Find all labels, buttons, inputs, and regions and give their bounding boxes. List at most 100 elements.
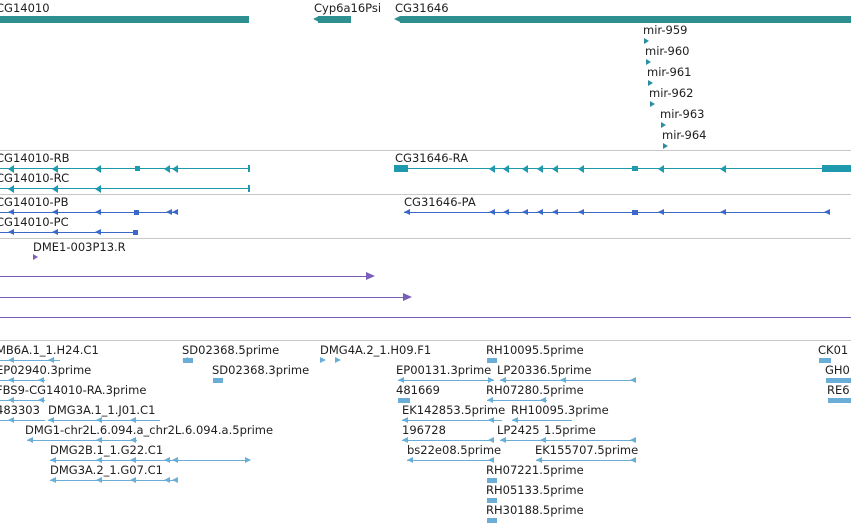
mirna-label-961[interactable]: mir-961 xyxy=(647,65,692,79)
est-block xyxy=(96,417,102,423)
est-block xyxy=(500,437,506,443)
est-block xyxy=(164,457,170,463)
transcript-label-rc[interactable]: CG14010-RC xyxy=(0,171,70,185)
est-label[interactable]: RH07221.5prime xyxy=(486,463,584,477)
protein-pb-exon xyxy=(8,209,14,215)
est-label[interactable]: EP02940.3prime xyxy=(0,363,92,377)
protein-pb-exon xyxy=(134,210,139,215)
mirna-label-960[interactable]: mir-960 xyxy=(645,44,690,58)
est-block xyxy=(172,477,178,483)
probes-track: DME1-003P13.R xyxy=(0,239,851,319)
transcript-rb-exon xyxy=(248,165,250,172)
est-label[interactable]: RH07280.5prime xyxy=(486,383,584,397)
primer-label[interactable]: DME1-003P13.R xyxy=(33,240,126,254)
est-label[interactable]: EP00131.3prime xyxy=(396,363,492,377)
est-block xyxy=(48,417,54,423)
mirna-963-marker[interactable] xyxy=(661,122,666,128)
primer-alignment-line[interactable] xyxy=(0,297,405,298)
est-block xyxy=(402,437,408,443)
mirna-964-marker[interactable] xyxy=(663,143,668,149)
protein-pb-exon xyxy=(95,209,101,215)
est-label[interactable]: RE6 xyxy=(827,383,850,397)
est-label[interactable]: 481669 xyxy=(396,383,440,397)
est-block xyxy=(630,377,636,383)
transcript-rc-exon xyxy=(52,185,58,193)
protein-label-pc[interactable]: CG14010-PC xyxy=(0,215,69,229)
est-block xyxy=(488,437,494,443)
est-label[interactable]: RH05133.5prime xyxy=(486,483,584,497)
protein-label-pb[interactable]: CG14010-PB xyxy=(0,195,69,209)
est-block xyxy=(398,377,404,383)
est-label[interactable]: RH10095.5prime xyxy=(486,343,584,357)
est-label[interactable]: DMG4A.2_1.H09.F1 xyxy=(320,343,432,357)
est-alignment xyxy=(398,380,494,381)
est-block xyxy=(540,397,546,403)
est-label[interactable]: DMG3A.2_1.G07.C1 xyxy=(50,463,163,477)
protein-label-pa[interactable]: CG31646-PA xyxy=(404,195,476,209)
primer-alignment-arrow xyxy=(403,293,412,301)
est-label[interactable]: LP20336.5prime xyxy=(497,363,592,377)
est-block xyxy=(8,397,14,403)
transcript-ra-intron xyxy=(400,168,851,169)
mirna-label-962[interactable]: mir-962 xyxy=(649,86,694,100)
est-block xyxy=(540,437,546,443)
mirna-962-marker[interactable] xyxy=(650,101,655,107)
est-block xyxy=(8,417,14,423)
est-label[interactable]: RH10095.3prime xyxy=(511,403,609,417)
est-label[interactable]: LP2425 xyxy=(497,423,540,437)
gene-cg14010[interactable] xyxy=(0,16,249,23)
est-block xyxy=(245,457,251,463)
est-alignment xyxy=(48,420,160,421)
est-label[interactable]: MB6A.1_1.H24.C1 xyxy=(0,343,99,357)
mirna-label-964[interactable]: mir-964 xyxy=(662,128,707,142)
gene-label-cg31646[interactable]: CG31646 xyxy=(395,1,449,15)
gene-label-cyp6a16psi[interactable]: Cyp6a16Psi xyxy=(314,1,382,15)
transcripts-track: CG14010-RB CG14010-RC CG31646-RA xyxy=(0,151,851,194)
est-label[interactable]: SD02368.3prime xyxy=(212,363,310,377)
est-block xyxy=(487,498,497,503)
gene-cg31646-arrow xyxy=(394,16,400,22)
transcript-label-ra[interactable]: CG31646-RA xyxy=(395,151,469,165)
mirna-961-marker[interactable] xyxy=(648,80,653,86)
protein-pb-exon xyxy=(172,209,178,215)
transcript-ra-exon xyxy=(552,165,558,173)
primer-alignment-line[interactable] xyxy=(0,317,851,318)
mirna-label-963[interactable]: mir-963 xyxy=(660,107,705,121)
est-alignment xyxy=(500,380,636,381)
est-label[interactable]: DMG2B.1_1.G22.C1 xyxy=(50,443,164,457)
est-label[interactable]: EK142853.5prime xyxy=(402,403,506,417)
mirna-960-marker[interactable] xyxy=(646,59,651,65)
mirna-label-959[interactable]: mir-959 xyxy=(643,23,688,37)
est-label[interactable]: 196728 xyxy=(402,423,446,437)
est-block xyxy=(488,417,494,423)
est-label[interactable]: SD02368.5prime xyxy=(182,343,280,357)
est-label[interactable]: DMG3A.1_1.J01.C1 xyxy=(48,403,156,417)
est-block xyxy=(8,377,14,383)
gene-cyp6a16psi[interactable] xyxy=(318,16,351,23)
gene-label-cg14010[interactable]: CG14010 xyxy=(0,1,50,15)
est-alignment xyxy=(407,460,494,461)
primer-marker[interactable] xyxy=(33,254,38,260)
transcript-label-rb[interactable]: CG14010-RB xyxy=(0,151,70,165)
gene-cg31646[interactable] xyxy=(400,16,851,23)
est-label[interactable]: CK01 xyxy=(818,343,849,357)
est-block xyxy=(487,518,497,523)
protein-pc-exon xyxy=(8,229,14,235)
mirna-959-marker[interactable] xyxy=(644,38,649,44)
est-block xyxy=(96,457,102,463)
est-label[interactable]: FBS9-CG14010-RA.3prime xyxy=(0,383,147,397)
est-block xyxy=(512,417,518,423)
est-alignment xyxy=(0,360,60,361)
transcript-rb-exon xyxy=(95,165,101,173)
est-label[interactable]: EK155707.5prime xyxy=(535,443,639,457)
protein-pa-exon xyxy=(552,209,558,215)
est-label[interactable]: RH30188.5prime xyxy=(486,503,584,517)
est-label[interactable]: bs22e08.5prime xyxy=(407,443,502,457)
est-label[interactable]: 1.5prime xyxy=(544,423,596,437)
transcript-rc-intron xyxy=(0,188,250,189)
est-label[interactable]: 483303 xyxy=(0,403,40,417)
est-label[interactable]: GH0 xyxy=(825,363,850,377)
est-label[interactable]: DMG1-chr2L.6.094.a_chr2L.6.094.a.5prime xyxy=(25,423,274,437)
primer-alignment-line[interactable] xyxy=(0,276,368,277)
est-alignment xyxy=(0,400,45,401)
